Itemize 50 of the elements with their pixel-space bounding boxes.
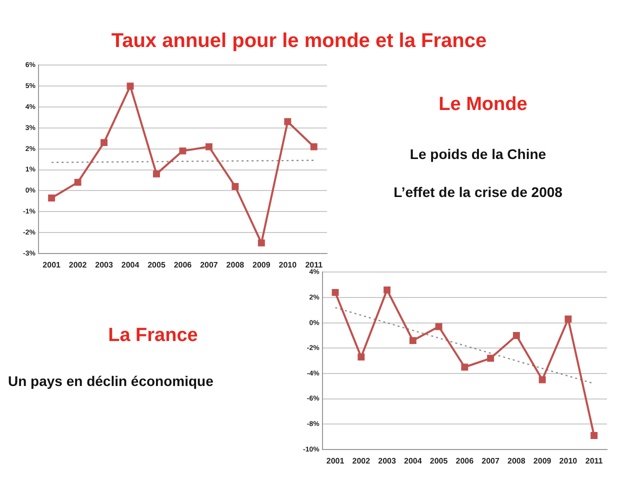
text: Le Monde xyxy=(438,94,528,116)
x-tick-label: 2008 xyxy=(508,456,526,466)
x-tick-label: 2004 xyxy=(121,260,140,270)
x-tick-label: 2005 xyxy=(148,260,166,270)
point xyxy=(258,239,265,246)
x-tick-label: 2004 xyxy=(404,456,422,466)
chart-title: Taux annuel pour le monde et la France xyxy=(110,30,488,53)
point xyxy=(153,170,160,178)
x-tick-label: 2002 xyxy=(352,456,371,466)
point xyxy=(74,178,82,186)
point xyxy=(461,364,468,371)
point xyxy=(538,376,546,384)
point xyxy=(232,183,239,190)
text: Le poids de la Chine xyxy=(408,146,548,162)
point xyxy=(590,432,598,439)
x-tick-label: 2007 xyxy=(482,456,500,466)
x-tick-label: 2011 xyxy=(585,456,604,466)
text: La France xyxy=(107,325,199,347)
point xyxy=(48,194,56,202)
point xyxy=(564,316,572,323)
text: Un pays en déclin économique xyxy=(8,373,214,389)
x-tick-label: 2002 xyxy=(68,260,88,270)
x-tick-label: 2010 xyxy=(278,260,298,270)
text: L’effet de la crise de 2008 xyxy=(392,184,564,200)
x-tick-label: 2009 xyxy=(533,456,552,466)
point xyxy=(487,354,494,362)
point xyxy=(179,147,186,154)
point xyxy=(332,288,339,296)
x-tick-label: 2010 xyxy=(559,456,578,466)
x-tick-label: 2008 xyxy=(226,260,245,270)
x-tick-label: 2006 xyxy=(174,260,192,270)
point xyxy=(205,143,212,150)
point xyxy=(358,354,365,360)
x-tick-label: 2003 xyxy=(95,260,114,270)
x-tick-label: 2011 xyxy=(305,260,324,270)
x-tick-label: 2001 xyxy=(42,260,62,270)
x-tick-label: 2003 xyxy=(378,456,396,466)
point xyxy=(284,118,292,126)
point xyxy=(435,323,442,330)
x-tick-label: 2009 xyxy=(252,260,271,270)
point xyxy=(100,139,108,146)
x-tick-label: 2007 xyxy=(200,260,218,270)
point xyxy=(512,332,520,339)
point xyxy=(384,286,391,294)
x-tick-label: 2001 xyxy=(326,456,345,466)
point xyxy=(409,337,416,344)
x-tick-label: 2005 xyxy=(430,456,448,466)
point xyxy=(310,143,318,150)
point xyxy=(126,82,134,90)
x-tick-label: 2006 xyxy=(456,456,474,466)
